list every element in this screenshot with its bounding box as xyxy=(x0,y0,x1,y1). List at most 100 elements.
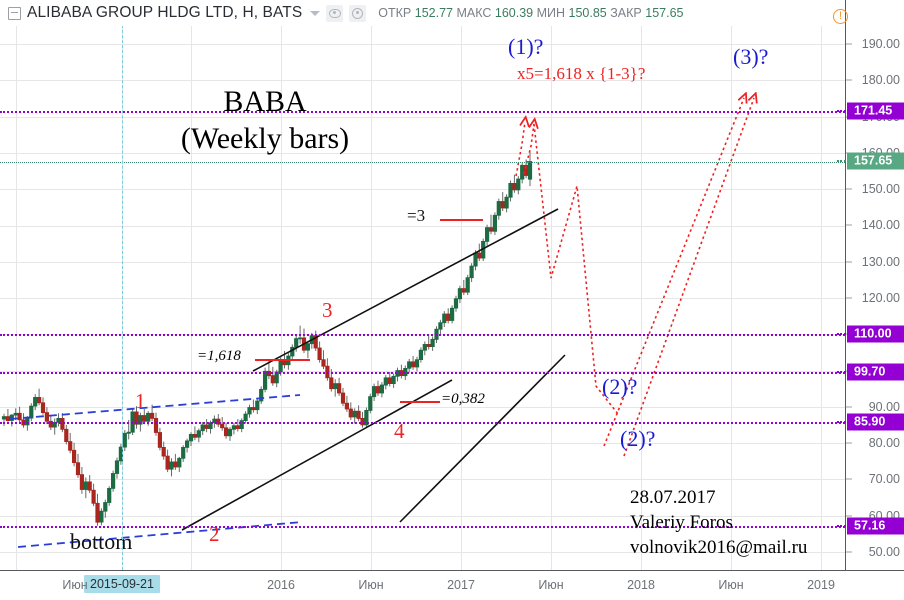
label-bottom: bottom xyxy=(70,529,133,554)
price-badge-leader xyxy=(837,110,846,113)
candlestick xyxy=(184,438,190,453)
candlestick xyxy=(488,214,494,235)
candlestick xyxy=(255,398,260,415)
price-badge-leader xyxy=(837,420,846,423)
price-tick-mark xyxy=(846,478,852,480)
price-axis[interactable]: 190.00180.00170.00160.00150.00140.00130.… xyxy=(837,0,904,570)
candlestick xyxy=(340,387,346,407)
chart-title-block: BABA (Weekly bars) xyxy=(155,83,375,157)
symbol-title[interactable]: ALIBABA GROUP HLDG LTD, H, BATS xyxy=(27,4,303,21)
price-tick-mark xyxy=(846,406,852,408)
price-tick-mark xyxy=(846,297,852,299)
candlestick xyxy=(317,341,322,363)
gridline-vertical xyxy=(821,26,822,570)
label-target-3: (3)? xyxy=(733,44,769,69)
candlestick xyxy=(87,475,92,494)
price-level-badge[interactable]: 85.90 xyxy=(847,413,904,431)
ohlc-open-label: ОТКР xyxy=(378,6,412,20)
candlestick xyxy=(449,305,455,324)
gridline-horizontal xyxy=(0,80,845,82)
chevron-down-icon[interactable] xyxy=(310,10,321,16)
label-target-2a: (2)? xyxy=(602,374,638,399)
trendline-upper-black xyxy=(252,208,559,372)
candlestick xyxy=(235,419,240,432)
candlestick xyxy=(173,453,178,470)
candlestick xyxy=(196,428,201,443)
price-level-badge[interactable]: 110.00 xyxy=(847,325,904,343)
price-badge-leader xyxy=(837,333,846,336)
time-cursor-badge[interactable]: 2015-09-21 xyxy=(84,575,160,593)
candlestick xyxy=(5,409,10,422)
ratio-1618-marker xyxy=(255,359,310,361)
gridline-horizontal xyxy=(0,261,845,263)
candlestick xyxy=(188,432,194,446)
label-wave-1: 1 xyxy=(135,389,146,413)
candlestick xyxy=(95,493,100,526)
candlestick xyxy=(153,412,159,436)
projection-rally-2 xyxy=(623,98,754,457)
candlestick xyxy=(111,470,116,492)
candlestick xyxy=(192,426,197,441)
candlestick xyxy=(387,372,392,387)
candlestick xyxy=(504,194,509,213)
time-axis[interactable]: 2015-09-21 Июн 2016 Июн 2017 Июн 2018 Июн 2019 xyxy=(0,570,904,600)
candlestick xyxy=(83,477,88,499)
price-tick-label: 50.00 xyxy=(868,544,900,559)
candlestick xyxy=(72,442,77,467)
time-tick-label: 2017 xyxy=(447,578,475,592)
gridline-vertical xyxy=(731,26,732,570)
candlestick xyxy=(165,449,170,473)
candlestick xyxy=(231,422,236,435)
projection-wave5-up xyxy=(523,124,534,175)
candlestick xyxy=(114,457,120,479)
price-badge-leader xyxy=(837,524,846,527)
time-tick-label: 2016 xyxy=(267,578,295,592)
candlestick xyxy=(344,395,350,412)
price-tick-label: 120.00 xyxy=(861,291,900,305)
price-tick-mark xyxy=(846,515,852,517)
candlestick xyxy=(243,411,248,424)
price-badge-leader xyxy=(837,160,846,163)
price-tick-label: 90.00 xyxy=(868,399,900,414)
candlestick xyxy=(103,499,108,518)
candlestick xyxy=(442,311,447,327)
candlestick xyxy=(375,380,381,396)
signature-email: volnovik2016@mail.ru xyxy=(630,537,808,559)
price-tick-mark xyxy=(846,79,852,81)
price-level-badge[interactable]: 57.16 xyxy=(847,517,904,535)
label-ratio-3: =3 xyxy=(407,206,426,225)
chart-plot-area[interactable]: BABA (Weekly bars) (1)? x5=1,618 x {1-3}… xyxy=(0,26,845,570)
candlestick xyxy=(200,422,205,436)
candlestick xyxy=(453,295,459,312)
price-level-line xyxy=(0,161,845,163)
label-ratio-formula: x5=1,618 x {1-3}? xyxy=(517,64,646,83)
gridline-horizontal xyxy=(0,551,845,553)
candlestick xyxy=(371,383,377,401)
candlestick xyxy=(169,458,174,477)
collapse-icon[interactable] xyxy=(8,6,21,20)
last-price-badge[interactable]: 157.65 xyxy=(847,152,904,170)
candlestick xyxy=(270,366,275,386)
candlestick xyxy=(512,174,517,193)
eye-icon[interactable] xyxy=(326,4,344,22)
candlestick xyxy=(142,409,147,425)
signature-author: Valeriy Foros xyxy=(630,512,733,534)
candlestick xyxy=(333,379,338,397)
candlestick xyxy=(17,406,22,422)
trendline-lower-black xyxy=(181,379,453,531)
price-level-badge[interactable]: 171.45 xyxy=(847,102,904,120)
gear-icon[interactable] xyxy=(349,4,367,22)
trendline-upper-blue-dashed xyxy=(9,394,301,420)
gridline-horizontal xyxy=(0,189,845,191)
projection-rally-1 xyxy=(603,98,744,447)
candlestick xyxy=(465,274,470,296)
price-tick-mark xyxy=(846,224,852,226)
time-tick-label: 2018 xyxy=(627,578,655,592)
candlestick xyxy=(352,408,357,424)
candlestick xyxy=(161,441,166,460)
price-level-badge[interactable]: 99.70 xyxy=(847,363,904,381)
time-tick-label: Июн xyxy=(538,578,564,592)
candlestick xyxy=(9,414,14,427)
warning-circle-icon[interactable] xyxy=(833,9,848,24)
candlestick xyxy=(1,413,7,426)
